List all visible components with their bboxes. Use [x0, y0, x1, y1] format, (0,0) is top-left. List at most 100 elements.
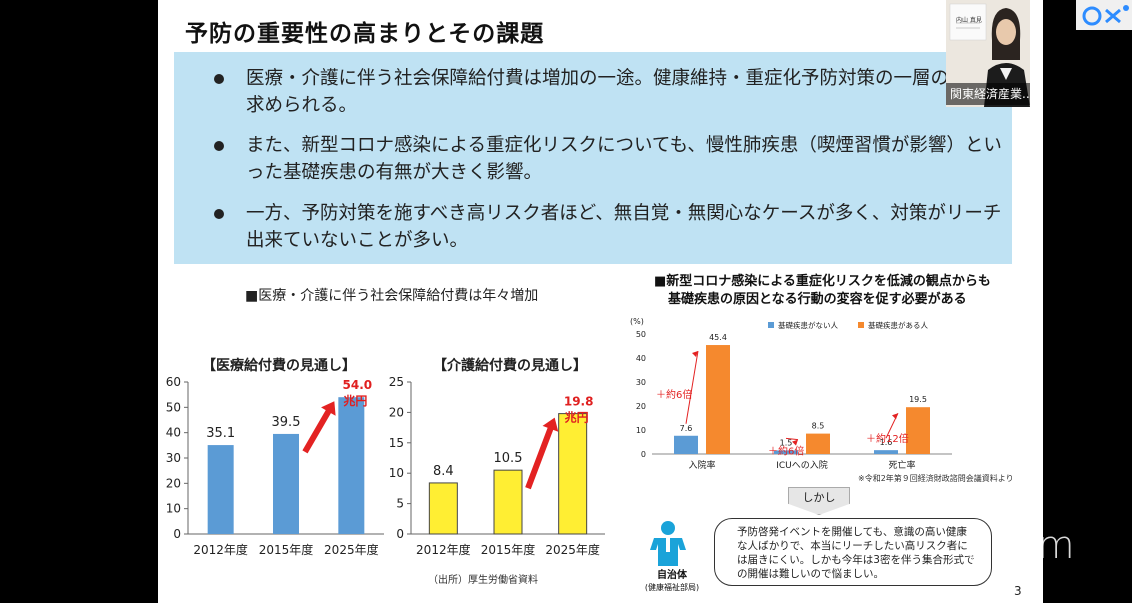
however-arrow: しかし — [788, 487, 850, 515]
y-tick-label: 5 — [396, 497, 404, 511]
y-tick-label: 0 — [396, 527, 404, 541]
unit-label: 兆円 — [343, 393, 367, 408]
annotation-label: ＋約12倍 — [866, 432, 909, 445]
zoom-watermark: zoom — [968, 523, 1076, 567]
person-icon — [650, 521, 686, 566]
data-label: 8.4 — [433, 464, 454, 479]
x-tick-label: 2025年度 — [324, 542, 379, 557]
bar — [874, 450, 898, 454]
bar — [774, 450, 798, 454]
bar — [428, 482, 458, 535]
annotation-arrow — [785, 437, 799, 441]
x-tick-label: 2015年度 — [259, 542, 314, 557]
data-label: 7.6 — [680, 424, 693, 433]
x-tick-label: 入院率 — [688, 459, 715, 471]
data-label: 39.5 — [272, 415, 301, 430]
right-heading: ■新型コロナ感染による重症化リスクを低減の観点からも 基礎疾患の原因となる行動の… — [654, 273, 991, 309]
medical-chart-title: 【医療給付費の見通し】 — [202, 358, 356, 374]
x-tick-label: 2012年度 — [416, 542, 471, 557]
right-heading-line1: ■新型コロナ感染による重症化リスクを低減の観点からも — [654, 274, 991, 289]
y-tick-label: 30 — [166, 451, 181, 465]
y-tick-label: 40 — [166, 426, 181, 440]
y-tick-label: 50 — [166, 400, 181, 414]
y-tick-label: 20 — [166, 476, 181, 490]
y-tick-label: 10 — [166, 502, 181, 516]
data-label-highlight: 54.0 — [343, 378, 373, 392]
legend-label: 基礎疾患がない人 — [778, 320, 838, 330]
unit-label: 兆円 — [565, 410, 589, 425]
speech-bubble: 予防啓発イベントを開催しても、意識の高い健康な人ばかりで、本当にリーチしたい高リ… — [714, 518, 992, 586]
covid-risk-chart: (%)010203040507.645.4入院率＋約6倍1.58.5ICUへの入… — [630, 317, 952, 471]
data-label: 1.6 — [880, 438, 893, 447]
y-tick-label: 15 — [389, 436, 404, 450]
bullet-item: 医療・介護に伴う社会保障給付費は増加の一途。健康維持・重症化予防対策の一層の強化… — [214, 65, 1016, 119]
actor-name: 自治体 — [657, 570, 687, 581]
care-cost-chart: 0 5 10 15 20 25 2012年度 8.4 2015年度 10.5 2025年度 19.8兆… — [389, 375, 605, 557]
legend-label: 基礎疾患がある人 — [868, 320, 928, 330]
y-tick-label: 20 — [636, 402, 646, 411]
bar — [207, 445, 234, 534]
reference-note: ※令和2年第９回経済財政諮問会議資料より — [858, 474, 1014, 483]
data-label: 19.5 — [909, 395, 927, 404]
legend-swatch — [768, 322, 774, 328]
y-tick-label: 40 — [636, 354, 646, 363]
bar — [493, 469, 523, 535]
page-number: 3 — [1014, 584, 1022, 598]
y-tick-label: 10 — [389, 466, 404, 480]
speech-text: 予防啓発イベントを開催しても、意識の高い健康な人ばかりで、本当にリーチしたい高リ… — [737, 526, 975, 580]
actor-label: 自治体 (健康福祉部局) — [642, 570, 702, 594]
data-label: 45.4 — [709, 333, 727, 342]
right-heading-line2: 基礎疾患の原因となる行動の変容を促す必要がある — [668, 292, 967, 307]
care-chart-title: 【介護給付費の見通し】 — [433, 358, 587, 374]
bullet-dot-icon — [214, 209, 224, 219]
y-unit-label: (%) — [630, 317, 644, 326]
legend-swatch — [858, 322, 864, 328]
bullet-item: また、新型コロナ感染による重症化リスクについても、慢性肺疾患（喫煙習慣が影響）と… — [214, 132, 1016, 186]
actor-department: (健康福祉部局) — [644, 583, 700, 592]
annotation-label: ＋約6倍 — [768, 444, 804, 457]
annotation-label: ＋約6倍 — [656, 388, 692, 401]
bar — [806, 433, 830, 454]
x-tick-label: 2025年度 — [545, 542, 600, 557]
data-label: 8.5 — [812, 422, 825, 431]
data-label: 10.5 — [494, 451, 523, 466]
x-tick-label: 2015年度 — [481, 542, 536, 557]
bullet-dot-icon — [214, 141, 224, 151]
source-note: （出所）厚生労働省資料 — [428, 575, 538, 586]
arrow-head-icon — [692, 351, 698, 358]
y-tick-label: 60 — [166, 375, 181, 389]
medical-cost-chart: 0 10 20 30 40 50 60 2012年度 35.1 2015年度 39.5 2025年度 5… — [166, 375, 384, 557]
bar — [273, 433, 299, 534]
slide-title: 予防の重要性の高まりとその課題 — [185, 21, 545, 47]
y-tick-label: 50 — [636, 330, 646, 339]
y-tick-label: 30 — [636, 378, 646, 387]
zoom-logo-icon — [1076, 0, 1132, 30]
x-tick-label: 死亡率 — [888, 459, 915, 471]
presentation-slide: 予防の重要性の高まりとその課題 医療・介護に伴う社会保障給付費は増加の一途。健康… — [158, 0, 1043, 603]
increase-arrow-icon — [525, 417, 559, 490]
y-tick-label: 0 — [641, 450, 646, 459]
bar — [906, 407, 930, 454]
bullet-dot-icon — [214, 74, 224, 84]
arrow-head-icon — [792, 439, 798, 446]
arrow-head-icon — [892, 413, 898, 420]
bar — [558, 413, 588, 535]
x-tick-label: ICUへの入院 — [776, 459, 828, 471]
y-tick-label: 10 — [636, 426, 646, 435]
y-tick-label: 20 — [389, 405, 404, 419]
bullet-item: 一方、予防対策を施すべき高リスク者ほど、無自覚・無関心なケースが多く、対策がリー… — [214, 200, 1016, 254]
bar — [674, 435, 698, 454]
left-caption: ■医療・介護に伴う社会保障給付費は年々増加 — [245, 288, 539, 304]
data-label: 35.1 — [206, 426, 235, 441]
data-label: 1.5 — [780, 438, 793, 447]
participant-name-label: 関東経済産業... — [946, 83, 1030, 105]
y-tick-label: 25 — [389, 375, 404, 389]
x-tick-label: 2012年度 — [193, 542, 248, 557]
data-label-highlight: 19.8 — [564, 395, 594, 409]
increase-arrow-icon — [302, 401, 336, 454]
bar — [338, 397, 365, 534]
annotation-arrow — [685, 350, 699, 424]
bullet-box: 医療・介護に伴う社会保障給付費は増加の一途。健康維持・重症化予防対策の一層の強化… — [174, 52, 1012, 264]
nameplate-text: 内山 真見 — [956, 17, 982, 24]
y-tick-label: 0 — [173, 527, 181, 541]
